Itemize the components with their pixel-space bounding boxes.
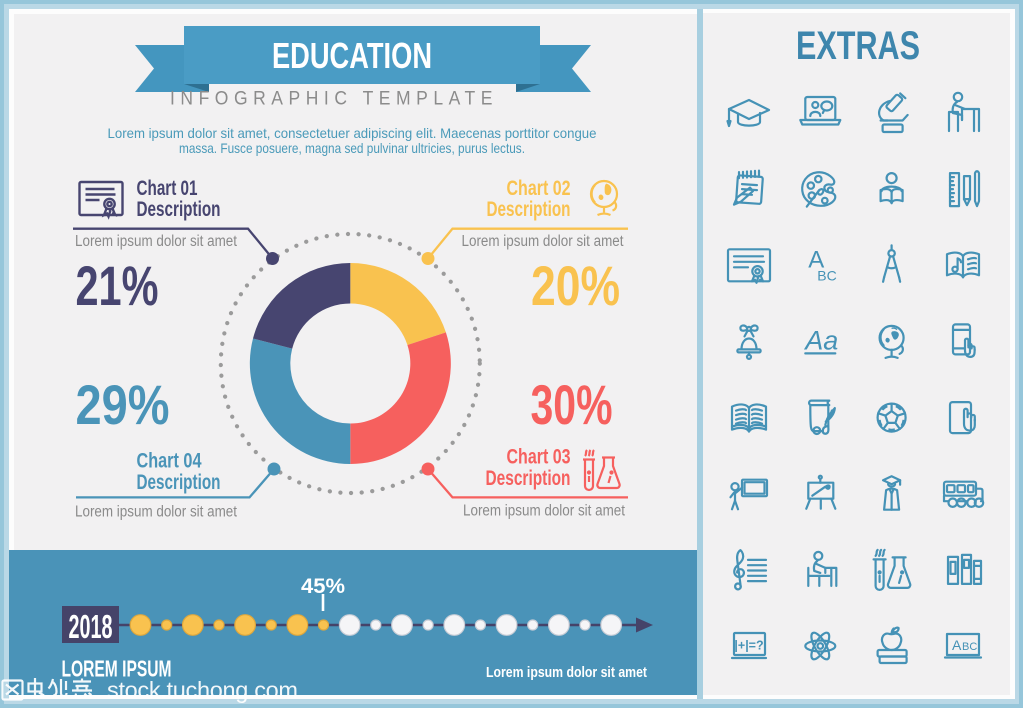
svg-text:EXTRAS: EXTRAS xyxy=(796,24,920,68)
svg-text:massa. Fusce posuere, magna se: massa. Fusce posuere, magna sed pulvinar… xyxy=(179,141,525,156)
svg-text:Description: Description xyxy=(137,198,221,221)
svg-text:A: A xyxy=(808,246,824,273)
svg-text:Lorem ipsum dolor sit amet: Lorem ipsum dolor sit amet xyxy=(75,504,238,521)
svg-text:21%: 21% xyxy=(76,254,159,317)
svg-text:BC: BC xyxy=(817,267,836,283)
svg-text:Lorem ipsum dolor sit amet: Lorem ipsum dolor sit amet xyxy=(462,233,625,250)
svg-text:Chart 03: Chart 03 xyxy=(507,446,571,469)
svg-text:BC: BC xyxy=(962,641,977,653)
svg-text:Lorem ipsum dolor sit amet: Lorem ipsum dolor sit amet xyxy=(463,503,626,520)
svg-text:Lorem ipsum dolor sit amet: Lorem ipsum dolor sit amet xyxy=(486,665,647,681)
svg-text:45%: 45% xyxy=(301,574,345,598)
svg-text:Chart 04: Chart 04 xyxy=(137,450,202,473)
svg-text:LOREM IPSUM: LOREM IPSUM xyxy=(62,656,172,682)
svg-text:2018: 2018 xyxy=(69,608,113,645)
svg-text:EDUCATION: EDUCATION xyxy=(272,35,432,76)
svg-text:30%: 30% xyxy=(531,373,613,436)
svg-text:A: A xyxy=(952,637,962,653)
svg-text:Chart 02: Chart 02 xyxy=(507,177,571,200)
svg-text:Chart 01: Chart 01 xyxy=(137,177,198,200)
svg-text:INFOGRAPHIC TEMPLATE: INFOGRAPHIC TEMPLATE xyxy=(170,89,498,110)
svg-text:29%: 29% xyxy=(76,373,170,436)
svg-text:Lorem ipsum dolor sit amet, co: Lorem ipsum dolor sit amet, consectetuer… xyxy=(108,126,597,141)
svg-text:Description: Description xyxy=(137,471,221,494)
svg-text:Description: Description xyxy=(486,467,571,490)
svg-text:stock.tuchong.com: stock.tuchong.com xyxy=(107,677,298,703)
svg-text:|+|=?: |+|=? xyxy=(734,639,763,653)
svg-text:Lorem ipsum dolor sit amet: Lorem ipsum dolor sit amet xyxy=(75,233,238,250)
svg-text:20%: 20% xyxy=(531,254,620,317)
svg-text:Aa: Aa xyxy=(803,325,838,355)
svg-text:Description: Description xyxy=(487,198,571,221)
